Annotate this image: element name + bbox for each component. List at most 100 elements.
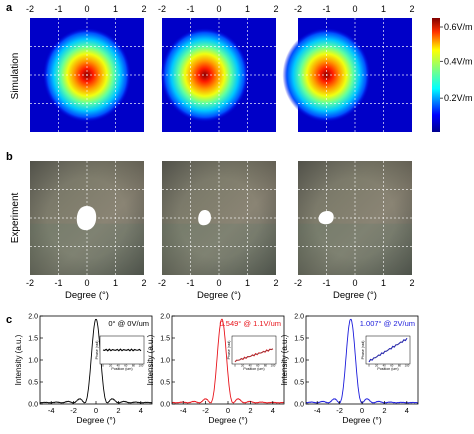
x-axis-label: Degree (°)	[208, 415, 247, 425]
y-tick-label: 1.5	[294, 336, 304, 343]
x-tick-label: -4	[48, 406, 55, 415]
inset-x-tick-label: 100	[271, 364, 276, 368]
y-tick-label: 0.5	[160, 380, 170, 387]
top-tick-label: -1	[186, 4, 194, 14]
bottom-tick-label: -2	[294, 278, 302, 288]
x-axis-label: Degree (°)	[333, 290, 377, 301]
top-tick-label: -2	[26, 4, 34, 14]
x-tick-label: -4	[180, 406, 187, 415]
top-tick-label: 0	[216, 4, 221, 14]
laser-spot	[76, 206, 97, 231]
phase-inset: Position (um) Phase (rad)0 20 40 60 80 100	[227, 335, 277, 371]
inset-x-tick-label: 60	[124, 364, 128, 368]
panel-label-c: c	[6, 314, 12, 326]
bottom-tick-label: 2	[141, 278, 146, 288]
phase-trace	[234, 348, 274, 363]
bottom-tick-label: 0	[216, 278, 221, 288]
y-tick-label: 1.5	[28, 336, 38, 343]
top-tick-label: 2	[141, 4, 146, 14]
bottom-tick-label: 1	[113, 278, 118, 288]
panel-c-intensity: -4 -2 0 2 4 0.0 0.5 1.0 1.5 2.0 Degree (°) Intensit…	[14, 314, 419, 425]
y-axis-label: Intensity (a.u.)	[14, 334, 23, 385]
series-legend: 0.549° @ 1.1V/um	[220, 319, 281, 328]
intensity-plot-1: -4 -2 0 2 4 0.0 0.5 1.0 1.5 2.0 Degree (°) Intensit…	[14, 314, 153, 425]
bottom-tick-label: 2	[273, 278, 278, 288]
field-hotspot	[160, 28, 249, 122]
top-tick-label: 1	[113, 4, 118, 14]
inset-x-tick-label: 40	[117, 364, 121, 368]
x-axis-label: Degree (°)	[197, 290, 241, 301]
inset-x-tick-label: 100	[405, 364, 410, 368]
intensity-plot-3: -4 -2 0 2 4 0.0 0.5 1.0 1.5 2.0 Degree (°) Intensit…	[280, 314, 419, 425]
y-tick-label: 1.0	[294, 358, 304, 365]
laser-spot	[198, 210, 211, 226]
inset-y-label: Phase (rad)	[227, 341, 231, 360]
x-tick-label: -2	[70, 406, 77, 415]
intensity-curve	[171, 318, 285, 404]
bottom-tick-label: -1	[186, 278, 194, 288]
phase-trace	[102, 348, 142, 352]
inset-x-tick-label: 20	[109, 364, 113, 368]
top-axis-ticks: -2 -1 0 1 2 -2 -1 0 1 2 -2 -1 0 1 2	[26, 4, 415, 14]
row-label-experiment: Experiment	[10, 192, 21, 243]
intensity-plot-2: -4 -2 0 2 4 0.0 0.5 1.0 1.5 2.0 Degree (°) Intensit…	[146, 314, 285, 425]
top-tick-label: 0	[84, 4, 89, 14]
x-axis-label: Degree (°)	[342, 415, 381, 425]
top-tick-label: -1	[54, 4, 62, 14]
y-tick-label: 1.0	[160, 358, 170, 365]
inset-x-tick-label: 0	[102, 364, 104, 368]
x-tick-label: -2	[202, 406, 209, 415]
x-tick-label: 0	[360, 406, 364, 415]
laser-spot	[318, 211, 334, 225]
y-tick-label: 2.0	[294, 314, 304, 321]
series-legend: 1.007° @ 2V/um	[360, 319, 415, 328]
colorbar-bar	[432, 18, 440, 132]
x-tick-label: 2	[248, 406, 252, 415]
inset-x-tick-label: 40	[383, 364, 387, 368]
x-tick-label: 0	[94, 406, 98, 415]
x-tick-label: -4	[314, 406, 321, 415]
panel-b-experiment: -2 -1 0 1 2 Degree (°) -2 -1 0 1 2 Degree (°) -2 -1 0 1…	[26, 161, 415, 301]
top-tick-label: -1	[322, 4, 330, 14]
bottom-tick-label: 0	[84, 278, 89, 288]
inset-x-tick-label: 80	[264, 364, 268, 368]
y-tick-label: 2.0	[160, 314, 170, 321]
phase-inset: Position (um) Phase (rad)0 20 40 60 80 100	[95, 335, 145, 371]
bottom-tick-label: 1	[245, 278, 250, 288]
bottom-tick-label: -1	[54, 278, 62, 288]
x-axis-label: Degree (°)	[76, 415, 115, 425]
inset-x-tick-label: 60	[390, 364, 394, 368]
bottom-tick-label: -2	[158, 278, 166, 288]
experiment-image-3: -2 -1 0 1 2 Degree (°)	[294, 161, 415, 301]
bottom-tick-label: -1	[322, 278, 330, 288]
x-tick-label: 4	[271, 406, 275, 415]
row-label-simulation: Simulation	[10, 53, 21, 100]
inset-x-tick-label: 0	[234, 364, 236, 368]
colorbar-label: 0.2V/m	[444, 93, 473, 103]
panel-label-b: b	[6, 151, 13, 163]
y-tick-label: 0.5	[294, 380, 304, 387]
bottom-tick-label: 0	[352, 278, 357, 288]
phase-fit-line	[368, 338, 408, 362]
y-tick-label: 2.0	[28, 314, 38, 321]
y-axis-label: Intensity (a.u.)	[280, 334, 289, 385]
y-axis-label: Intensity (a.u.)	[146, 334, 155, 385]
experiment-image-1: -2 -1 0 1 2 Degree (°)	[26, 161, 147, 301]
inset-x-label: Position (um)	[111, 367, 132, 371]
intensity-curve	[39, 318, 153, 404]
top-tick-label: 1	[245, 4, 250, 14]
x-tick-label: 2	[116, 406, 120, 415]
colorbar-label: 0.6V/m	[444, 22, 473, 32]
top-tick-label: 1	[381, 4, 386, 14]
y-tick-label: 0.0	[28, 402, 38, 409]
phase-fit-line	[234, 348, 274, 362]
inset-x-tick-label: 100	[139, 364, 144, 368]
y-tick-label: 0.5	[28, 380, 38, 387]
experiment-image-2: -2 -1 0 1 2 Degree (°)	[158, 161, 279, 301]
simulation-map-1	[30, 18, 144, 132]
inset-x-label: Position (um)	[377, 367, 398, 371]
inset-x-tick-label: 20	[241, 364, 245, 368]
y-tick-label: 1.5	[160, 336, 170, 343]
x-tick-label: 0	[226, 406, 230, 415]
